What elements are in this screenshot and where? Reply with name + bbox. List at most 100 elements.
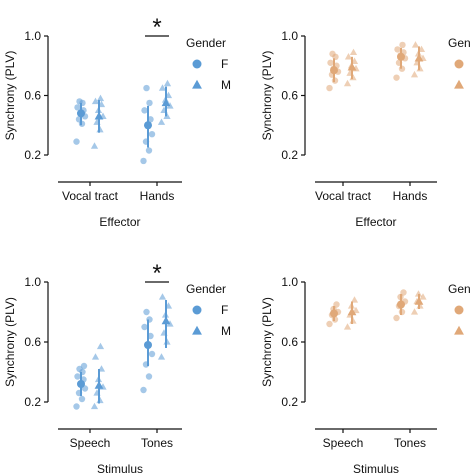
data-point-triangle [91,353,100,360]
x-tick-label: Hands [393,189,428,203]
data-point-triangle [96,94,105,102]
data-point-circle [146,99,153,107]
legend-marker-triangle [192,79,202,89]
y-tick-label: 0.6 [24,89,41,103]
data-point-circle [78,395,86,403]
x-tick-label: Speech [323,436,364,450]
legend-label: M [221,324,231,338]
data-point-circle [399,41,406,49]
data-point-triangle [158,84,167,91]
data-point-circle [80,362,88,370]
data-point-circle [145,147,153,154]
y-tick-label: 0.2 [281,148,298,162]
data-point-circle [143,308,150,316]
data-point-triangle [410,308,419,315]
data-point-circle [145,373,153,380]
data-point-circle [140,386,147,394]
data-point-triangle [344,53,353,60]
y-tick-label: 0.6 [281,335,298,349]
mean-marker-circle [397,300,405,309]
x-axis-label: Effector [355,215,396,229]
data-point-circle [326,320,333,328]
y-tick-label: 1.0 [24,29,41,43]
x-tick-label: Tones [141,436,173,450]
data-point-triangle [158,293,167,300]
mean-marker-circle [397,52,405,61]
legend-marker-circle [192,305,202,315]
legend-label: F [221,303,228,317]
legend-marker-triangle [454,325,464,335]
y-tick-label: 1.0 [281,275,298,289]
legend-title: Gen [448,36,471,50]
y-tick-label: 1.0 [24,275,41,289]
data-point-triangle [410,70,419,78]
x-tick-label: Vocal tract [62,189,119,203]
y-axis-label: Synchrony (PLV) [260,51,274,141]
data-point-triangle [411,41,420,48]
significance-star: * [152,14,161,41]
data-point-circle [141,323,148,331]
x-axis-label: Stimulus [353,462,399,474]
y-tick-label: 1.0 [281,29,298,43]
legend-title: Gen [448,282,471,296]
data-point-triangle [350,296,359,303]
data-point-circle [73,403,80,410]
data-point-triangle [343,79,352,87]
data-point-triangle [96,342,105,350]
x-tick-label: Tones [394,436,426,450]
data-point-circle [329,50,336,58]
data-point-triangle [91,97,100,105]
data-point-triangle [414,290,423,297]
mean-marker-triangle [347,307,357,316]
legend-label: F [221,57,228,71]
data-point-triangle [166,102,174,109]
legend-label: M [221,78,231,92]
data-point-triangle [157,118,166,125]
data-point-circle [393,74,400,81]
y-tick-label: 0.6 [24,335,41,349]
data-point-circle [393,314,400,322]
x-tick-label: Vocal tract [315,189,372,203]
data-point-triangle [163,79,172,87]
data-point-circle [394,46,401,53]
y-tick-label: 0.2 [281,395,298,409]
mean-marker-circle [77,380,85,388]
data-point-circle [326,84,333,92]
legend-title: Gender [186,36,226,50]
data-point-triangle [419,293,427,300]
data-point-circle [148,130,156,138]
data-point-triangle [90,402,99,410]
data-point-circle [327,59,334,66]
mean-marker-triangle [94,380,104,389]
mean-marker-circle [330,66,338,75]
data-point-circle [76,365,83,373]
x-tick-label: Hands [140,189,175,203]
data-point-triangle [157,353,166,360]
data-point-circle [148,350,156,358]
legend-marker-triangle [192,325,202,335]
x-axis-label: Stimulus [97,462,143,474]
data-point-triangle [343,323,352,330]
mean-marker-circle [144,341,152,349]
data-point-triangle [90,142,99,149]
data-point-circle [73,138,80,145]
mean-marker-triangle [94,111,104,120]
data-point-circle [141,107,148,114]
x-tick-label: Speech [70,436,111,450]
data-point-triangle [349,48,358,56]
mean-marker-triangle [161,316,171,325]
legend-title: Gender [186,282,226,296]
mean-marker-circle [144,121,152,130]
legend-marker-triangle [454,79,464,89]
y-axis-label: Synchrony (PLV) [3,297,17,387]
mean-marker-triangle [414,53,424,62]
significance-star: * [152,260,161,287]
mean-marker-circle [77,109,85,118]
data-point-circle [140,157,147,165]
legend-marker-circle [454,305,464,315]
mean-marker-circle [330,309,338,318]
y-axis-label: Synchrony (PLV) [260,297,274,387]
y-tick-label: 0.6 [281,89,298,103]
mean-marker-triangle [414,296,424,305]
